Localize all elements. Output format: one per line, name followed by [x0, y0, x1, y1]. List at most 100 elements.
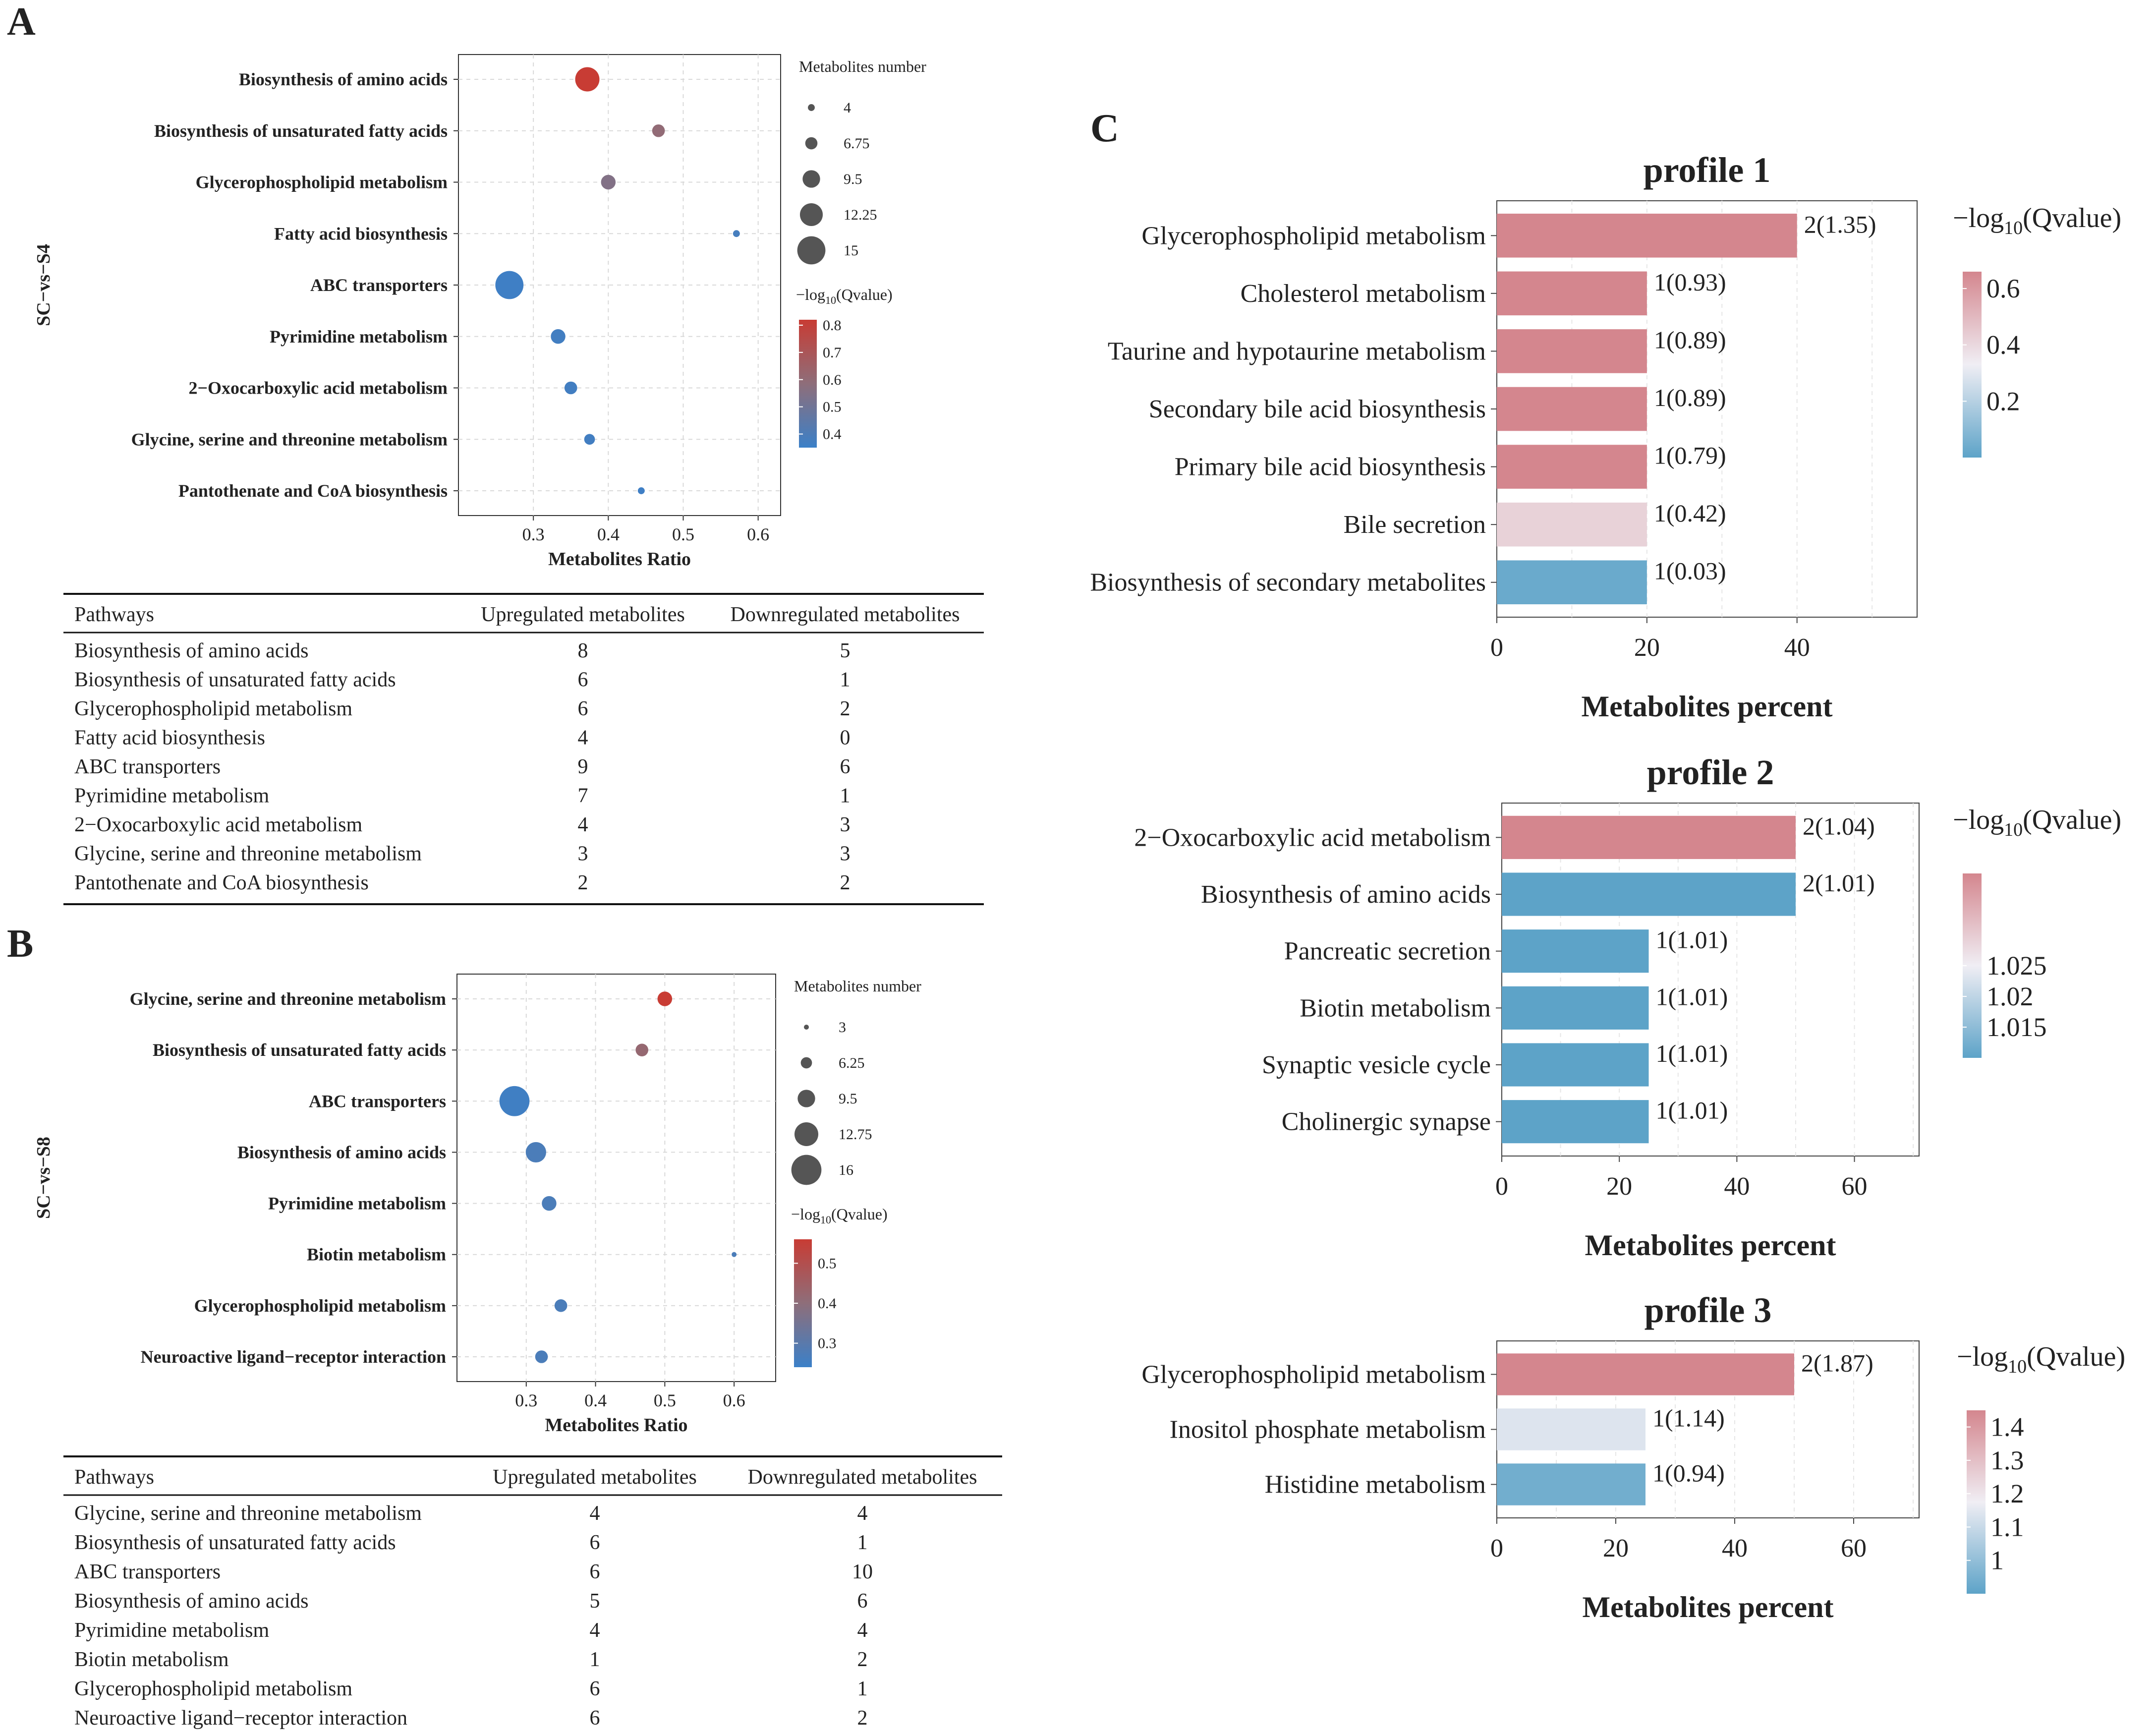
y-tick-label: 2−Oxocarboxylic acid metabolism	[189, 378, 448, 398]
x-tick-label: 20	[1634, 634, 1660, 662]
table-header: Upregulated metabolites	[493, 1466, 697, 1489]
y-tick-label: Glycerophospholipid metabolism	[1141, 222, 1486, 250]
table-header: Pathways	[74, 603, 154, 626]
table-cell-count: 9	[578, 755, 588, 778]
panel-label-b: B	[7, 922, 33, 966]
x-tick-label: 0.5	[654, 1390, 676, 1410]
x-tick-label: 40	[1722, 1534, 1748, 1562]
x-tick-label: 0.4	[597, 524, 620, 544]
colorbar-label: 1.2	[1990, 1479, 2024, 1508]
size-legend-dot	[791, 1155, 822, 1185]
colorbar-title-suffix: (Qvalue)	[2023, 805, 2121, 835]
y-tick-label: Pyrimidine metabolism	[268, 1194, 446, 1214]
color-legend-title-prefix: −log	[796, 286, 825, 303]
y-tick-label: Cholesterol metabolism	[1241, 280, 1486, 308]
color-legend-label: 0.8	[823, 317, 842, 334]
size-legend-label: 4	[844, 100, 851, 116]
pathway-table-b: Pathways Upregulated metabolites Downregul…	[63, 1455, 1002, 1730]
data-point	[554, 1299, 567, 1312]
colorbar-title: −log10(Qvalue)	[1953, 805, 2121, 840]
y-tick-label: Cholinergic synapse	[1282, 1108, 1491, 1136]
colorbar-title-prefix: −log	[1953, 203, 2004, 233]
bar	[1497, 1463, 1645, 1505]
table-cell-count: 10	[852, 1561, 873, 1583]
y-tick-label: Primary bile acid biosynthesis	[1175, 453, 1486, 481]
size-legend-dot	[797, 236, 826, 265]
data-point	[584, 434, 595, 445]
color-legend-title-suffix: (Qvalue)	[831, 1205, 888, 1223]
data-point	[575, 67, 600, 92]
table-cell-count: 1	[857, 1531, 868, 1554]
table-header: Upregulated metabolites	[481, 603, 685, 626]
table-cell-pathway: Glycerophospholipid metabolism	[74, 1678, 352, 1700]
size-legend-label: 12.25	[844, 207, 877, 223]
colorbar-label: 1.015	[1986, 1012, 2047, 1042]
y-tick-label: Bile secretion	[1344, 511, 1486, 539]
color-legend-title-sub: 10	[825, 294, 836, 306]
color-legend-bar	[799, 320, 817, 448]
chart-title: profile 1	[1644, 150, 1771, 190]
table-cell-count: 4	[578, 727, 588, 750]
size-legend-label: 16	[839, 1162, 853, 1178]
colorbar-label: 1.3	[1990, 1446, 2024, 1475]
x-tick-label: 20	[1606, 1172, 1632, 1201]
size-legend-label: 9.5	[844, 171, 862, 187]
data-label: 2(1.35)	[1804, 210, 1876, 238]
barchart-profile-1: profile 1 Glycerophospholipid metabolism 2…	[1090, 150, 2121, 723]
table-cell-pathway: Fatty acid biosynthesis	[74, 727, 265, 750]
x-tick-label: 0.3	[515, 1390, 537, 1410]
x-tick-label: 0.6	[747, 524, 769, 544]
data-label: 1(1.14)	[1652, 1404, 1725, 1432]
bar	[1497, 387, 1647, 431]
size-legend-label: 12.75	[839, 1126, 872, 1143]
bar	[1497, 560, 1647, 605]
data-point	[525, 1142, 546, 1163]
data-label: 1(0.89)	[1654, 384, 1726, 411]
table-cell-count: 6	[578, 669, 588, 692]
bar	[1497, 329, 1647, 373]
colorbar-label: 1.1	[1990, 1512, 2024, 1542]
barchart-profile-3: profile 3 Glycerophospholipid metabolism 2…	[1141, 1290, 2125, 1623]
table-cell-pathway: Pantothenate and CoA biosynthesis	[74, 871, 369, 894]
color-legend-label: 0.3	[818, 1335, 837, 1352]
data-point	[732, 1252, 737, 1257]
bar	[1502, 929, 1649, 973]
colorbar-label: 1.4	[1990, 1412, 2024, 1442]
color-legend-label: 0.4	[818, 1295, 837, 1312]
table-cell-count: 6	[840, 755, 851, 778]
x-tick-label: 0	[1490, 634, 1503, 662]
data-label: 1(1.01)	[1655, 1040, 1728, 1067]
color-legend-title-prefix: −log	[791, 1205, 820, 1223]
table-cell-pathway: Pyrimidine metabolism	[74, 785, 269, 808]
y-axis-title: SC−vs−S8	[33, 1137, 54, 1219]
colorbar-label: 0.4	[1986, 330, 2020, 360]
table-cell-pathway: ABC transporters	[74, 755, 221, 778]
bar	[1502, 1043, 1649, 1087]
colorbar-title-sub: 10	[2004, 819, 2023, 840]
colorbar-title: −log10(Qvalue)	[1953, 203, 2121, 238]
y-tick-label: Glycine, serine and threonine metabolism	[131, 429, 448, 449]
y-tick-label: Pantothenate and CoA biosynthesis	[178, 481, 448, 501]
table-cell-count: 2	[840, 697, 851, 720]
table-cell-count: 5	[840, 639, 851, 662]
colorbar	[1963, 272, 1982, 458]
bar	[1497, 1353, 1794, 1395]
y-tick-label: Taurine and hypotaurine metabolism	[1108, 337, 1486, 365]
table-cell-count: 2	[578, 871, 588, 894]
table-cell-pathway: Biosynthesis of unsaturated fatty acids	[74, 1531, 396, 1554]
table-cell-pathway: Biosynthesis of amino acids	[74, 1590, 308, 1613]
data-point	[601, 174, 616, 190]
table-cell-count: 4	[590, 1502, 600, 1525]
size-legend-label: 15	[844, 242, 858, 259]
table-cell-pathway: Biotin metabolism	[74, 1648, 229, 1671]
table-cell-count: 1	[840, 669, 851, 692]
data-point	[535, 1350, 548, 1363]
data-label: 2(1.01)	[1803, 869, 1875, 897]
x-axis-title: Metabolites percent	[1585, 1229, 1836, 1262]
color-legend-label: 0.5	[823, 399, 842, 415]
table-cell-pathway: ABC transporters	[74, 1561, 221, 1583]
colorbar-title-suffix: (Qvalue)	[2023, 203, 2121, 233]
data-point	[495, 271, 524, 299]
table-cell-count: 3	[578, 843, 588, 866]
data-point	[551, 329, 566, 344]
